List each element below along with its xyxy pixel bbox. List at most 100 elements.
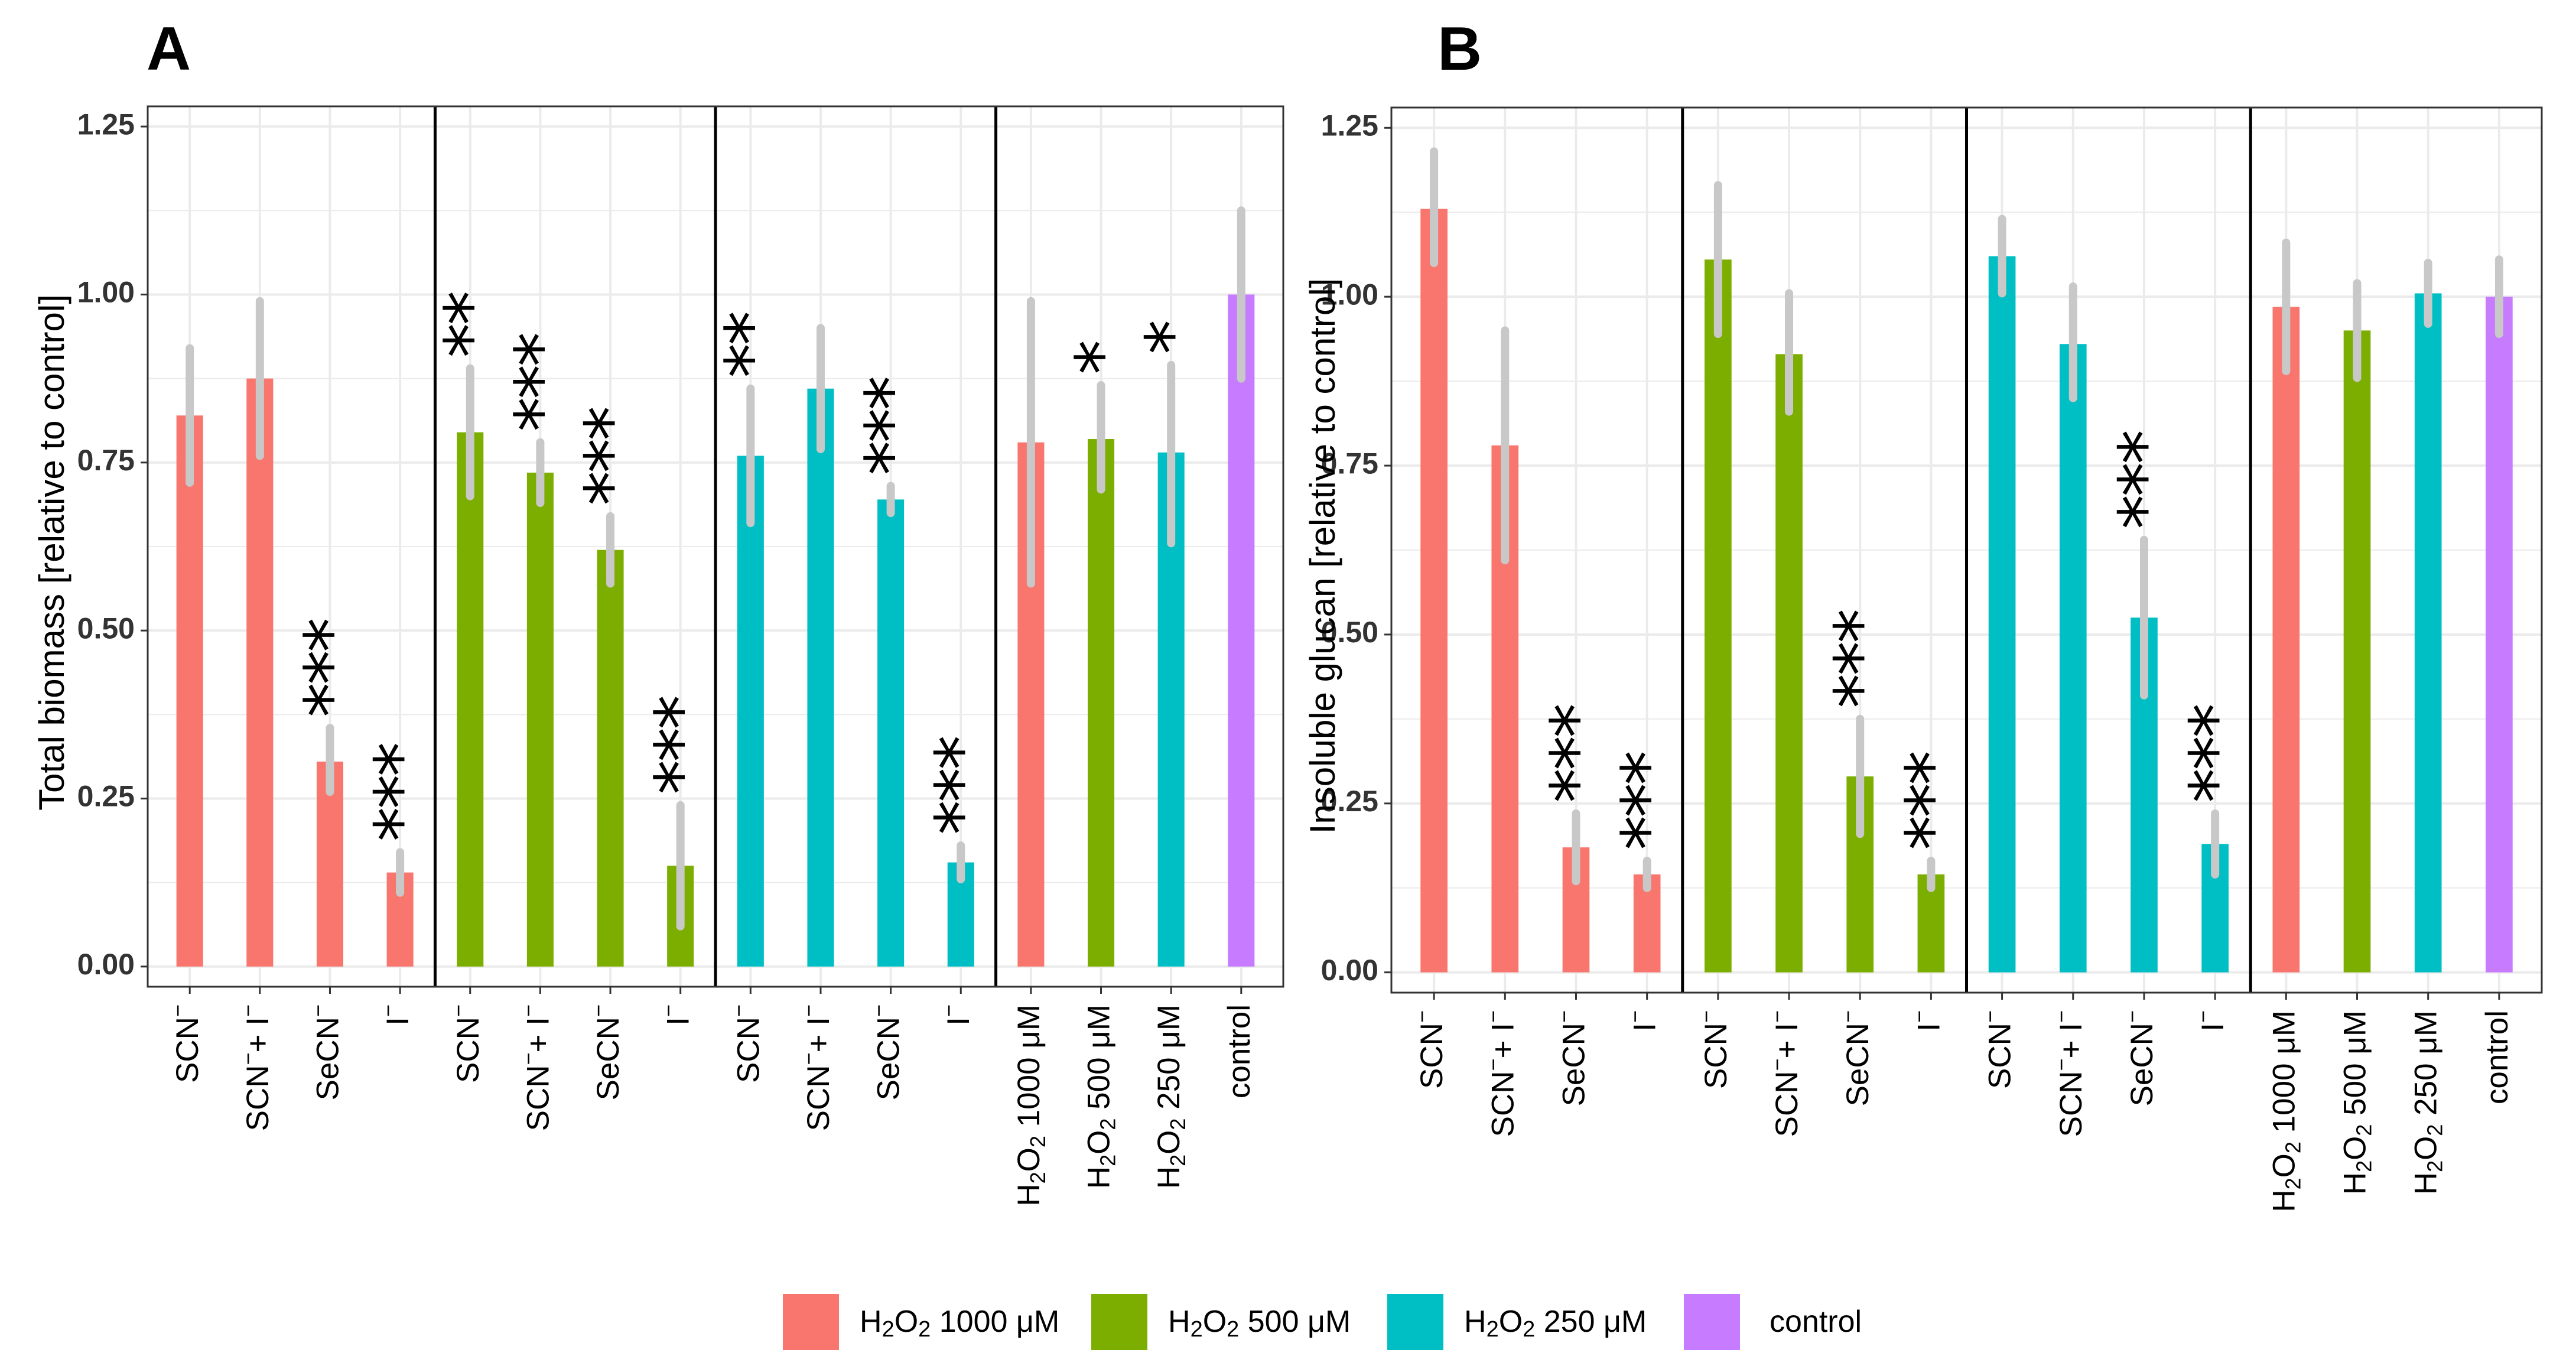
- significance-label: *: [1130, 321, 1212, 355]
- x-tick-label: control: [2480, 1010, 2515, 1104]
- x-tick-label: control: [1222, 1004, 1257, 1098]
- x-tick-label: SCN−: [1410, 1010, 1449, 1089]
- x-tick-label: H2O2 250 μM: [1152, 1004, 1190, 1189]
- panel-A: SCN− SCN−+ I− *** SeCN− *** I− ** SCN− *** SCN−+ …: [32, 15, 1284, 1207]
- significance-label: ***: [499, 334, 581, 432]
- legend-swatch: [1387, 1294, 1443, 1350]
- y-tick-label: 0.50: [77, 612, 135, 645]
- x-tick-label: SCN−: [1693, 1010, 1733, 1089]
- bar: [2486, 297, 2513, 973]
- plot-border: [147, 105, 1284, 988]
- y-tick-label: 1.00: [1321, 278, 1378, 311]
- legend-label: H2O2 500 μM: [1168, 1305, 1351, 1342]
- bar: [1420, 209, 1448, 973]
- significance-label: **: [430, 292, 511, 358]
- x-tick-label: SCN−: [445, 1004, 485, 1083]
- bar: [2414, 293, 2442, 973]
- x-tick-label: H2O2 250 μM: [2409, 1010, 2447, 1195]
- significance-label: ***: [359, 744, 441, 842]
- x-tick-label: I−: [1622, 1010, 1662, 1032]
- x-tick-label: SeCN−: [1552, 1010, 1591, 1106]
- x-tick-label: SCN−+ I−: [235, 1004, 275, 1131]
- x-tick-label: I−: [656, 1004, 695, 1026]
- legend-label: H2O2 250 μM: [1464, 1305, 1647, 1342]
- significance-label: ***: [640, 697, 721, 795]
- legend-label: H2O2 1000 μM: [860, 1305, 1059, 1342]
- x-tick-label: SCN−+ I−: [1481, 1010, 1520, 1137]
- bar: [807, 388, 834, 967]
- panel-label: A: [147, 15, 191, 83]
- y-tick-label: 0.00: [1321, 954, 1378, 987]
- significance-label: ***: [850, 378, 932, 476]
- bar: [597, 549, 624, 967]
- bar: [1705, 259, 1732, 973]
- x-tick-label: I−: [1907, 1010, 1946, 1032]
- x-tick-label: I−: [376, 1004, 415, 1026]
- y-axis-title: Insoluble glucan [relative to control]: [1303, 278, 1342, 834]
- bar: [1087, 439, 1115, 967]
- x-tick-label: H2O2 1000 μM: [1011, 1004, 1050, 1207]
- x-tick-label: SCN−: [726, 1004, 766, 1083]
- legend-swatch: [1684, 1294, 1740, 1350]
- y-tick-label: 1.00: [77, 276, 135, 309]
- significance-label: ***: [1890, 752, 1972, 850]
- bar: [246, 378, 274, 967]
- legend-item: H2O2 500 μM: [1091, 1294, 1351, 1350]
- bar: [2343, 330, 2371, 973]
- y-tick-label: 0.50: [1321, 616, 1378, 649]
- bar: [1228, 294, 1255, 967]
- significance-label: ***: [1535, 705, 1616, 803]
- x-tick-label: SeCN−: [1836, 1010, 1875, 1106]
- legend: H2O2 1000 μM H2O2 500 μM H2O2 250 μM contro…: [783, 1294, 1862, 1350]
- bar: [1988, 256, 2016, 973]
- legend-swatch: [1091, 1294, 1147, 1350]
- bar: [737, 456, 764, 967]
- x-tick-label: H2O2 500 μM: [1082, 1004, 1120, 1189]
- significance-label: *: [1061, 342, 1142, 375]
- legend-label: control: [1770, 1305, 1862, 1339]
- x-tick-label: H2O2 500 μM: [2338, 1010, 2376, 1195]
- significance-label: ***: [1819, 610, 1901, 708]
- significance-label: ***: [920, 737, 1001, 835]
- panel-B: SCN− SCN−+ I− *** SeCN− *** I− SCN− SCN−+ I− ***…: [1303, 15, 2543, 1212]
- x-tick-label: SeCN−: [586, 1004, 626, 1100]
- x-tick-label: I−: [2191, 1010, 2230, 1032]
- x-tick-label: SCN−: [165, 1004, 205, 1083]
- y-tick-label: 1.25: [77, 108, 135, 141]
- significance-label: ***: [2103, 431, 2185, 529]
- legend-item: H2O2 250 μM: [1387, 1294, 1647, 1350]
- legend-item: control: [1684, 1294, 1862, 1350]
- y-tick-label: 0.25: [77, 780, 135, 813]
- x-tick-label: SCN−+ I−: [796, 1004, 835, 1131]
- x-tick-label: H2O2 1000 μM: [2266, 1010, 2305, 1212]
- y-tick-label: 0.75: [1321, 447, 1378, 480]
- plot-border: [1390, 106, 2543, 994]
- y-tick-label: 0.00: [77, 948, 135, 981]
- legend-swatch: [783, 1294, 839, 1350]
- x-tick-label: SeCN−: [866, 1004, 906, 1100]
- significance-label: ***: [1606, 752, 1688, 850]
- bar: [526, 472, 554, 967]
- x-tick-label: SCN−+ I−: [516, 1004, 555, 1131]
- significance-label: ***: [289, 619, 370, 717]
- y-tick-label: 0.75: [77, 444, 135, 477]
- bar: [457, 432, 484, 967]
- significance-label: ***: [2174, 705, 2256, 803]
- x-tick-label: SCN−+ I−: [1765, 1010, 1804, 1137]
- x-tick-label: SCN−: [1977, 1010, 2017, 1089]
- x-tick-label: I−: [936, 1004, 976, 1026]
- bar: [877, 499, 905, 967]
- significance-label: ***: [570, 408, 651, 506]
- panel-label: B: [1437, 15, 1482, 83]
- x-tick-label: SeCN−: [2119, 1010, 2159, 1106]
- bar: [2059, 344, 2087, 973]
- bar: [1775, 354, 1803, 973]
- y-axis-title: Total biomass [relative to control]: [32, 294, 71, 811]
- y-tick-label: 0.25: [1321, 785, 1378, 818]
- x-tick-label: SeCN−: [305, 1004, 345, 1100]
- y-tick-label: 1.25: [1321, 109, 1378, 142]
- bar: [2272, 307, 2300, 973]
- legend-item: H2O2 1000 μM: [783, 1294, 1059, 1350]
- bar: [176, 415, 203, 967]
- x-tick-label: SCN−+ I−: [2048, 1010, 2088, 1137]
